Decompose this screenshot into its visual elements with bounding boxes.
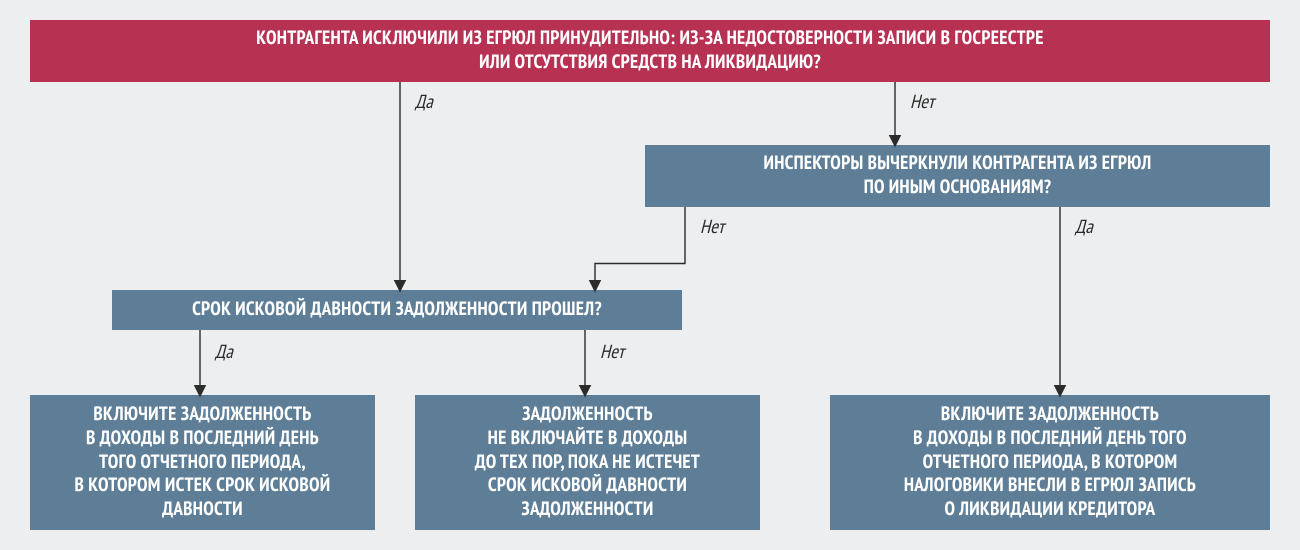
flow-edge-label-0: Да [415,90,433,114]
flow-edge-2 [595,207,685,290]
flowchart-canvas: КОНТРАГЕНТА ИСКЛЮЧИЛИ ИЗ ЕГРЮЛ ПРИНУДИТЕ… [0,0,1300,550]
flow-node-n6: ВКЛЮЧИТЕ ЗАДОЛЖЕННОСТЬ В ДОХОДЫ В ПОСЛЕД… [830,395,1270,530]
flow-node-n2: ИНСПЕКТОРЫ ВЫЧЕРКНУЛИ КОНТРАГЕНТА ИЗ ЕГР… [645,145,1270,207]
flow-node-n3: СРОК ИСКОВОЙ ДАВНОСТИ ЗАДОЛЖЕННОСТИ ПРОШ… [112,290,682,330]
flow-node-n4: ВКЛЮЧИТЕ ЗАДОЛЖЕННОСТЬ В ДОХОДЫ В ПОСЛЕД… [30,395,375,530]
flow-edge-label-4: Да [215,340,233,364]
flow-edge-label-1: Нет [910,90,934,114]
flow-edge-label-2: Нет [700,215,724,239]
flow-edge-label-3: Да [1075,215,1093,239]
flow-node-n5: ЗАДОЛЖЕННОСТЬ НЕ ВКЛЮЧАЙТЕ В ДОХОДЫ ДО Т… [415,395,760,530]
flow-edge-label-5: Нет [600,340,624,364]
flow-node-n1: КОНТРАГЕНТА ИСКЛЮЧИЛИ ИЗ ЕГРЮЛ ПРИНУДИТЕ… [30,20,1270,82]
